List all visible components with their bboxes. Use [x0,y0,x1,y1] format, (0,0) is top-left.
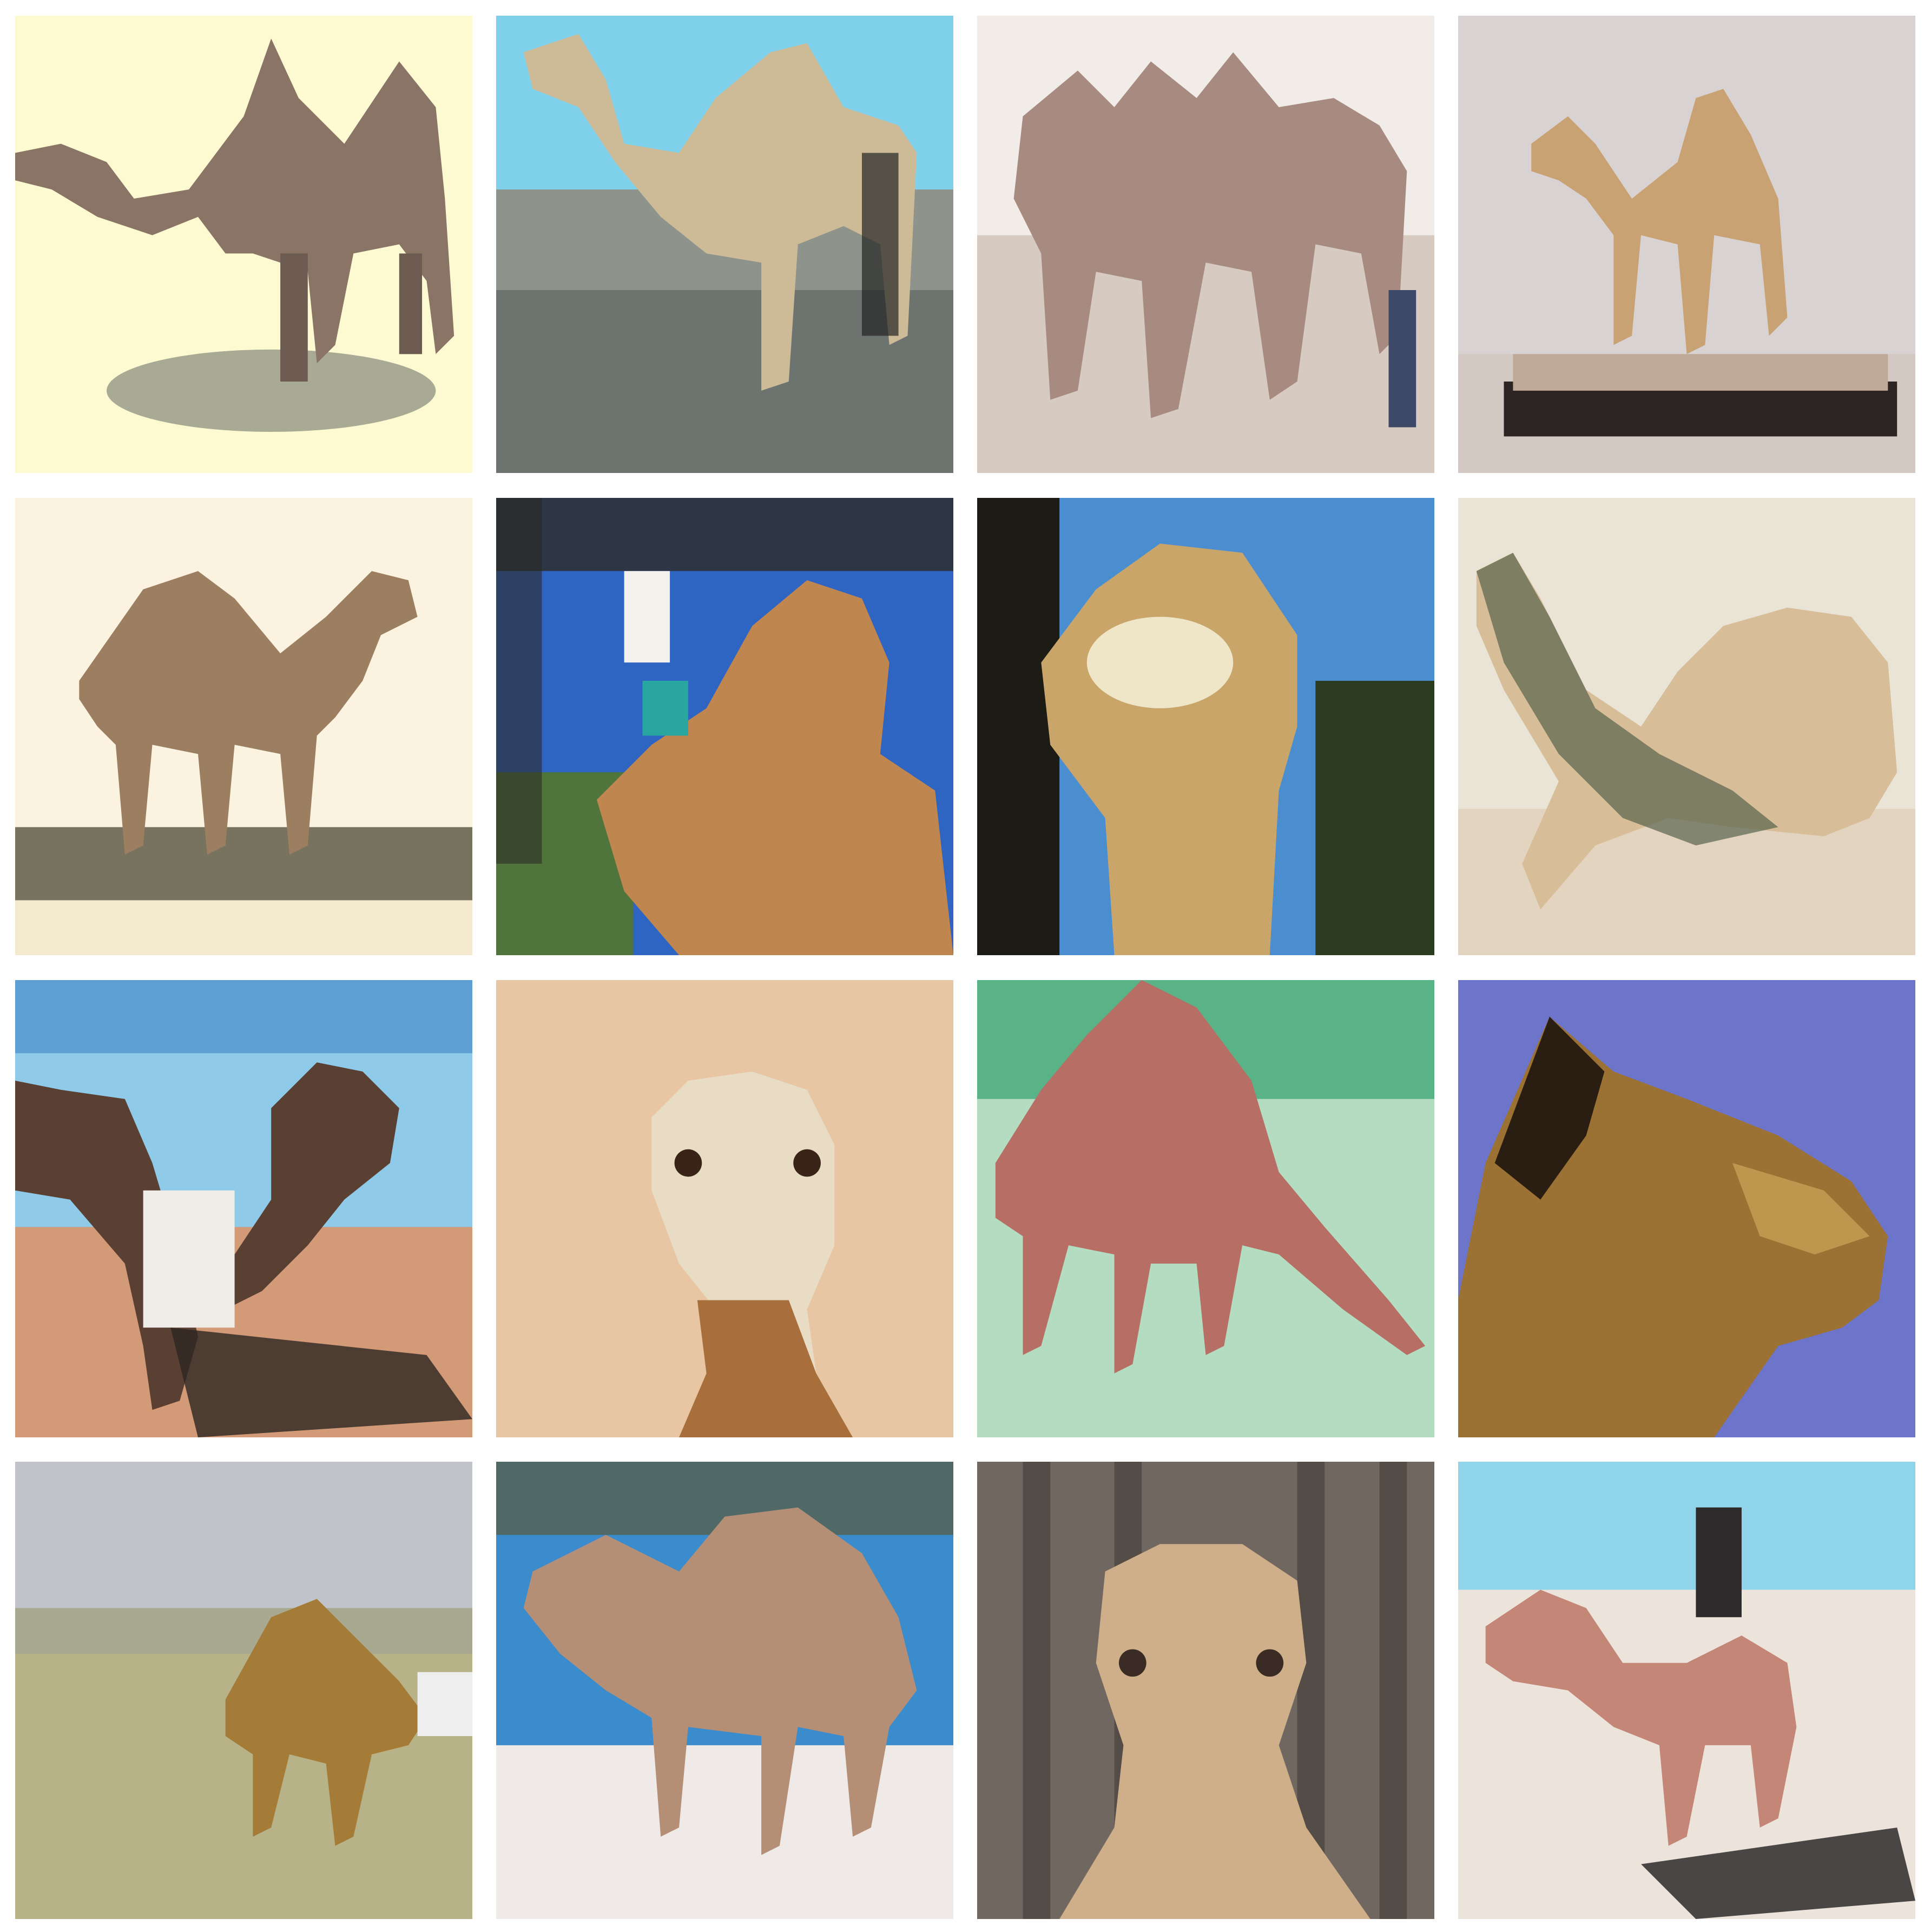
camel-image-1[interactable] [15,16,472,473]
camel-image-8[interactable] [1458,498,1915,955]
camel-image-4[interactable] [1458,16,1915,473]
camel-photo-5 [15,498,472,955]
camel-image-6[interactable] [496,498,953,955]
camel-photo-14 [496,1462,953,1919]
camel-image-14[interactable] [496,1462,953,1919]
camel-photo-12 [1458,980,1915,1437]
camel-photo-8 [1458,498,1915,955]
camel-image-2[interactable] [496,16,953,473]
camel-photo-16 [1458,1462,1915,1919]
camel-image-10[interactable] [496,980,953,1437]
camel-photo-13 [15,1462,472,1919]
camel-photo-10 [496,980,953,1437]
camel-image-16[interactable] [1458,1462,1915,1919]
camel-photo-7 [977,498,1434,955]
camel-photo-4 [1458,16,1915,473]
camel-image-5[interactable] [15,498,472,955]
camel-image-7[interactable] [977,498,1434,955]
camel-photo-9 [15,980,472,1437]
camel-image-11[interactable] [977,980,1434,1437]
camel-image-12[interactable] [1458,980,1915,1437]
camel-photo-3 [977,16,1434,473]
camel-photo-1 [15,16,472,473]
camel-photo-15 [977,1462,1434,1919]
camel-image-15[interactable] [977,1462,1434,1919]
camel-photo-6 [496,498,953,955]
camel-image-9[interactable] [15,980,472,1437]
camel-photo-11 [977,980,1434,1437]
camel-photo-2 [496,16,953,473]
camel-image-13[interactable] [15,1462,472,1919]
camel-image-3[interactable] [977,16,1434,473]
